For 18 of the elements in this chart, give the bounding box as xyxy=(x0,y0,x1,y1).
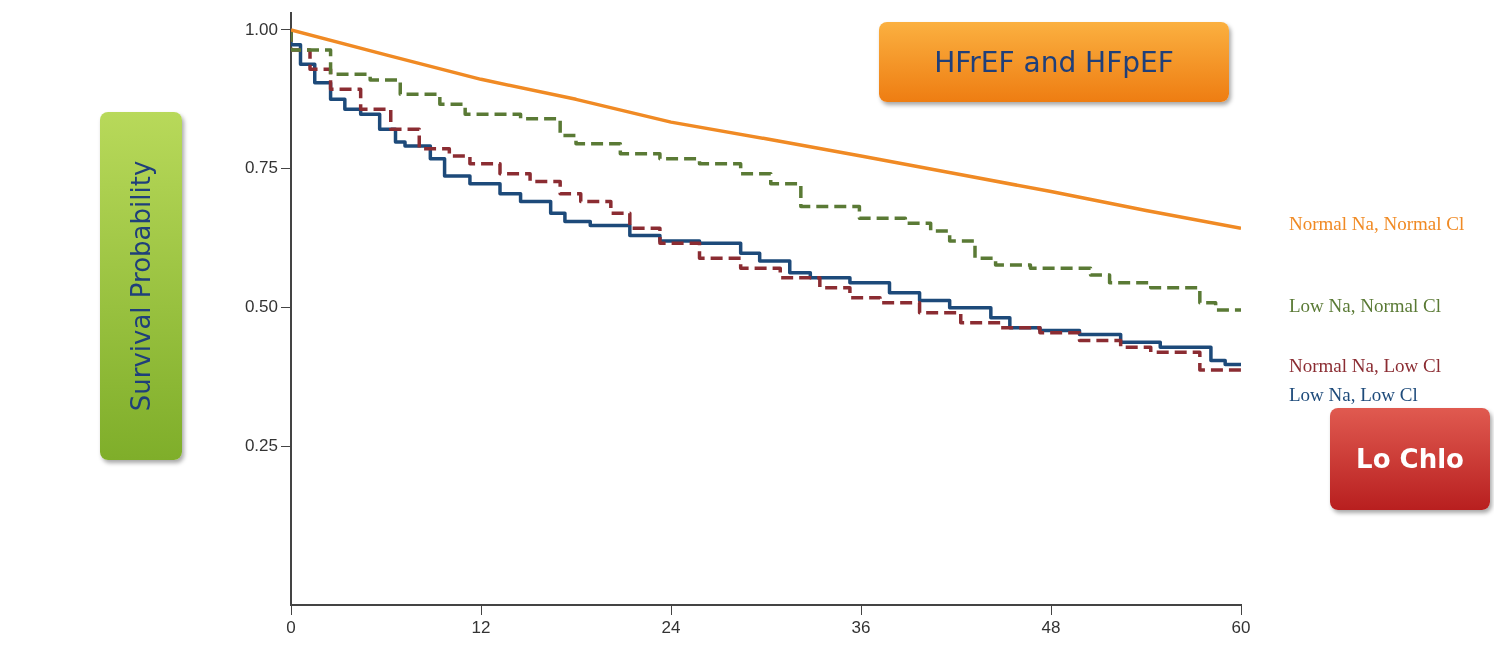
text: Normal Na, Normal Cl xyxy=(1289,213,1465,235)
text: Low Na, Normal Cl xyxy=(1289,294,1441,316)
y-axis-title: Survival Probability xyxy=(126,160,156,412)
y-tick-label: 0.75 xyxy=(244,158,278,178)
x-tick-label: 48 xyxy=(1041,617,1061,637)
callout-box: Lo Chlo xyxy=(1330,408,1490,510)
callout-box: HFrEF and HFpEF xyxy=(879,22,1229,102)
y-tick-label: 0.50 xyxy=(244,297,278,317)
y-tick-label: 0.25 xyxy=(244,436,278,456)
x-tick-label: 0 xyxy=(286,617,296,637)
text: Normal Na, Low Cl xyxy=(1289,354,1441,376)
x-tick-label: 60 xyxy=(1231,617,1251,637)
x-tick-label: 36 xyxy=(851,617,871,637)
x-tick-label: 12 xyxy=(471,617,491,637)
text: Low Na, Low Cl xyxy=(1289,383,1418,405)
label-box: Survival Probability xyxy=(100,112,182,460)
x-tick-label: 24 xyxy=(661,617,681,637)
y-tick-label: 1.00 xyxy=(244,19,278,39)
